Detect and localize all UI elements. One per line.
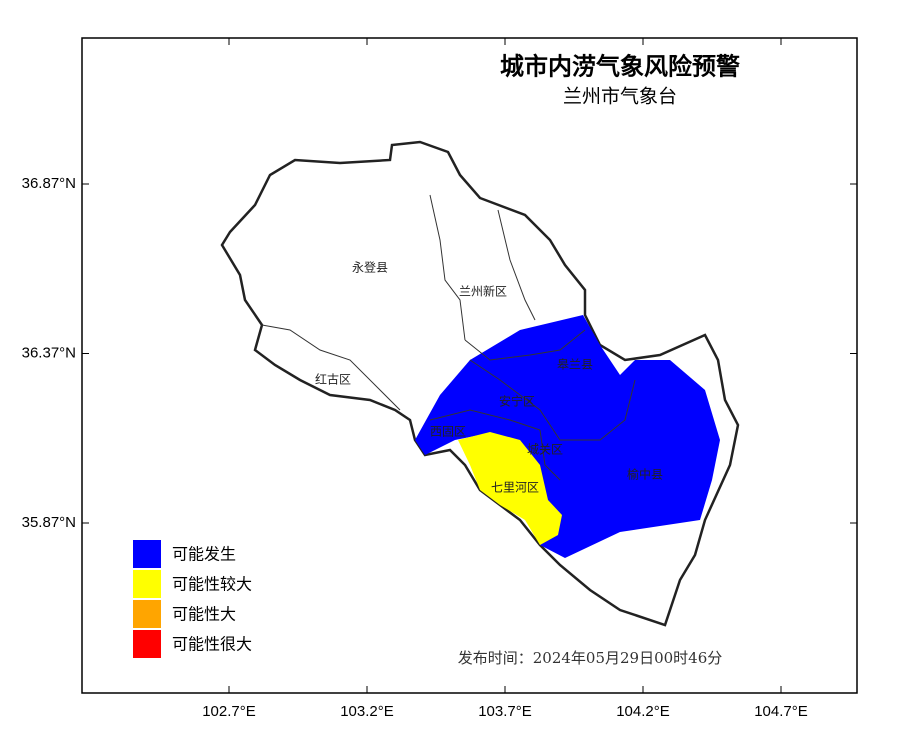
x-tick-label: 102.7°E	[202, 703, 256, 720]
district-label: 红古区	[315, 372, 351, 387]
risk-area-blue	[415, 315, 720, 558]
district-label: 兰州新区	[459, 284, 507, 299]
map-title: 城市内涝气象风险预警	[500, 52, 740, 81]
x-tick-label: 104.7°E	[754, 703, 808, 720]
risk-area-yellow	[458, 432, 562, 545]
legend-swatch	[133, 630, 161, 658]
legend-swatch	[133, 540, 161, 568]
district-label: 西固区	[430, 425, 466, 439]
district-label: 七里河区	[491, 481, 539, 495]
x-tick-label: 104.2°E	[616, 703, 670, 720]
x-tick-label: 103.2°E	[340, 703, 394, 720]
legend-swatch	[133, 570, 161, 598]
map-subtitle: 兰州市气象台	[563, 86, 677, 108]
legend-label: 可能发生	[172, 545, 236, 564]
district-label: 永登县	[352, 260, 388, 275]
legend-swatch	[133, 600, 161, 628]
y-tick-label: 35.87°N	[22, 514, 76, 531]
x-tick-label: 103.7°E	[478, 703, 532, 720]
legend-label: 可能性大	[172, 605, 236, 624]
publish-time: 发布时间：2024年05月29日00时46分	[458, 649, 723, 667]
legend-label: 可能性很大	[172, 635, 252, 654]
district-label: 榆中县	[627, 467, 663, 482]
district-borders	[261, 194, 636, 481]
district-label: 安宁区	[499, 394, 535, 409]
legend-label: 可能性较大	[172, 575, 252, 594]
y-tick-label: 36.37°N	[22, 344, 76, 361]
y-tick-label: 36.87°N	[22, 175, 76, 192]
district-label: 皋兰县	[557, 357, 593, 372]
district-label: 城关区	[527, 443, 563, 457]
